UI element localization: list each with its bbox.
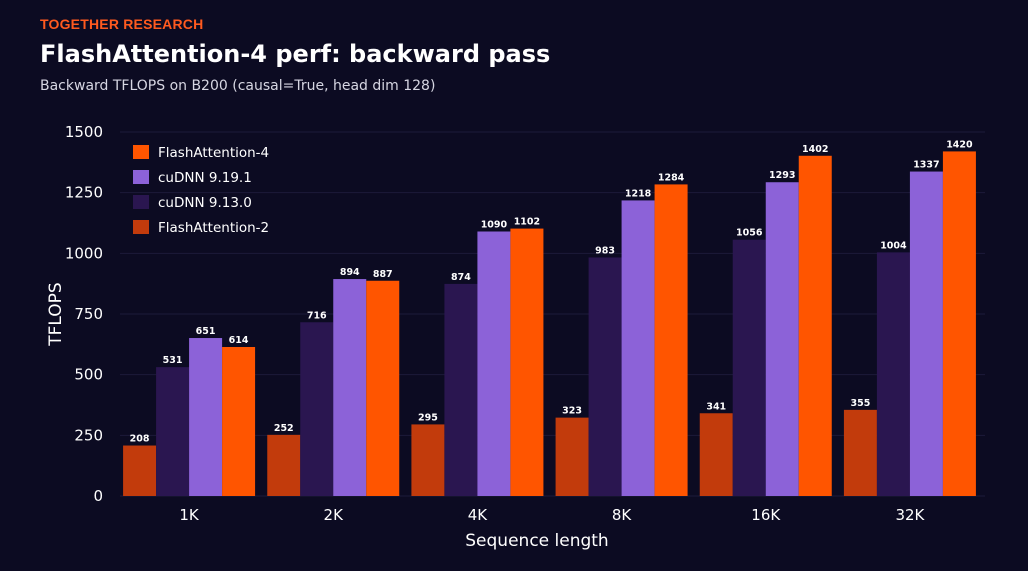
legend-swatch (133, 170, 149, 184)
bar-value-label: 716 (307, 310, 327, 321)
x-axis-label: Sequence length (465, 531, 608, 551)
bar-value-label: 894 (340, 267, 360, 278)
bar (909, 171, 943, 496)
bar-value-label: 1337 (913, 160, 939, 171)
bar-value-label: 887 (373, 269, 393, 280)
bar (876, 252, 910, 496)
bar-value-label: 1004 (880, 240, 907, 251)
bar (267, 434, 301, 496)
x-tick-label: 32K (895, 506, 925, 524)
x-tick-label: 8K (612, 506, 633, 524)
bar-value-label: 355 (850, 398, 870, 409)
bar-value-label: 323 (562, 406, 582, 417)
bar (699, 413, 733, 496)
x-tick-label: 4K (468, 506, 489, 524)
bar (477, 231, 511, 496)
bar-value-label: 651 (196, 326, 216, 337)
bar (732, 239, 766, 496)
bar-value-label: 252 (274, 423, 294, 434)
legend-swatch (133, 195, 149, 209)
bar (333, 279, 367, 496)
chart-title: FlashAttention-4 perf: backward pass (40, 40, 551, 68)
y-tick-label: 750 (74, 305, 103, 323)
bar (765, 182, 799, 496)
bar-value-label: 1420 (946, 139, 973, 150)
y-tick-label: 250 (74, 426, 103, 444)
bar (444, 283, 478, 496)
bar-value-label: 341 (706, 401, 726, 412)
bar-value-label: 983 (595, 245, 615, 256)
legend-label: FlashAttention-4 (158, 145, 269, 161)
bar-value-label: 1102 (514, 217, 540, 228)
bar-value-label: 295 (418, 412, 438, 423)
legend-label: cuDNN 9.19.1 (158, 170, 252, 186)
bar (588, 257, 622, 496)
y-tick-label: 1000 (65, 244, 103, 262)
bar-value-label: 1218 (625, 188, 652, 199)
bar (621, 200, 655, 496)
bar-value-label: 614 (229, 335, 249, 346)
y-tick-label: 1500 (65, 123, 103, 141)
bar (411, 424, 445, 496)
chart-subtitle: Backward TFLOPS on B200 (causal=True, he… (40, 78, 436, 94)
bar (222, 347, 256, 496)
bar-value-label: 1056 (736, 228, 763, 239)
x-tick-label: 1K (179, 506, 200, 524)
bar (798, 155, 832, 497)
legend-label: cuDNN 9.13.0 (158, 195, 252, 211)
x-tick-label: 2K (324, 506, 345, 524)
x-tick-label: 16K (751, 506, 781, 524)
bar (123, 445, 157, 496)
bar (843, 409, 877, 496)
bar (510, 228, 544, 496)
y-axis-label: TFLOPS (46, 282, 66, 346)
y-tick-label: 500 (74, 366, 103, 384)
bar-value-label: 874 (451, 272, 471, 283)
bar-value-label: 1293 (769, 170, 795, 181)
brand-label: TOGETHER RESEARCH (40, 16, 204, 32)
bar-value-label: 1284 (658, 172, 685, 183)
bar (300, 322, 334, 496)
bar-value-label: 208 (130, 434, 150, 445)
bar (156, 367, 190, 496)
legend-swatch (133, 145, 149, 159)
bar-value-label: 531 (163, 355, 183, 366)
y-tick-label: 0 (93, 487, 103, 505)
legend-swatch (133, 220, 149, 234)
legend-label: FlashAttention-2 (158, 220, 269, 236)
bar (366, 280, 400, 496)
bar (942, 151, 976, 496)
bar (555, 417, 589, 496)
bar (189, 338, 223, 496)
y-tick-label: 1250 (65, 184, 103, 202)
bar-value-label: 1090 (481, 219, 508, 230)
bar (654, 184, 688, 496)
bar-value-label: 1402 (802, 144, 828, 155)
